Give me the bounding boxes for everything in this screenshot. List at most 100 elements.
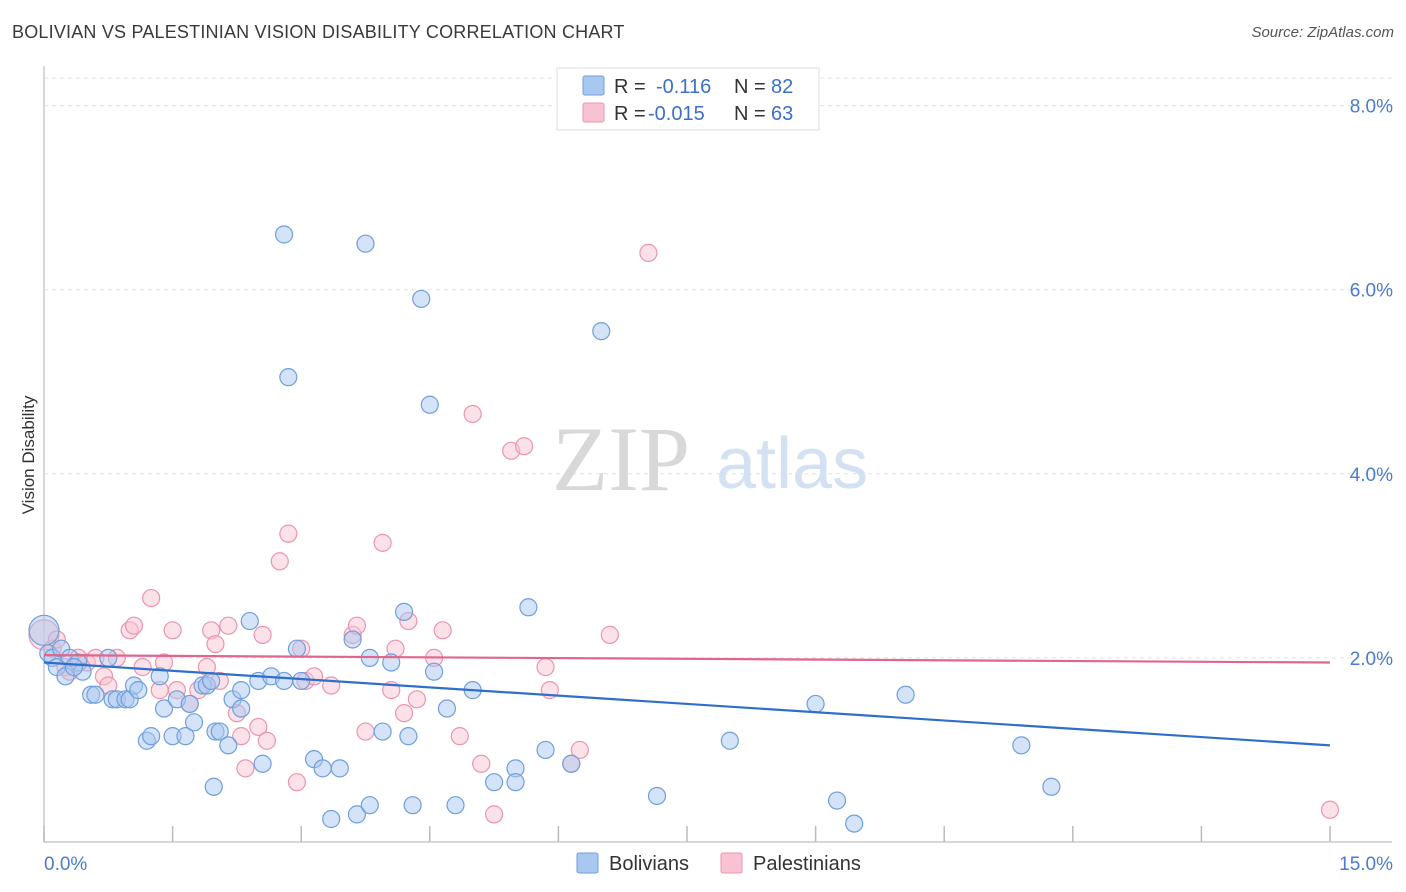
bolivians-point	[313, 759, 332, 778]
trend-lines	[43, 654, 1331, 747]
bolivians-point	[446, 796, 465, 815]
bolivians-point	[240, 611, 259, 631]
bolivians-point	[420, 395, 439, 414]
correlation-legend: R = -0.116 N = 82 R = -0.015 N = 63	[556, 67, 820, 131]
bolivians-point	[154, 699, 174, 718]
bolivians-point	[1012, 736, 1031, 755]
bolivians-point	[592, 322, 611, 341]
bolivians-trend-line	[43, 661, 1331, 747]
bolivians-point	[180, 694, 199, 714]
bolivians-point	[506, 773, 525, 792]
series-label-palestinians: Palestinians	[753, 853, 861, 875]
palestinians-point	[133, 658, 152, 677]
watermark-zip: ZIP	[552, 408, 690, 510]
axes: 2.0% 4.0% 6.0% 8.0% 0.0% 15.0%	[43, 66, 1393, 875]
palestinians-point	[450, 727, 469, 746]
bolivians-point	[279, 368, 298, 387]
bolivians-point	[210, 722, 229, 741]
watermark-atlas: atlas	[716, 424, 868, 504]
bolivians-point	[202, 671, 221, 691]
palestinians-point	[394, 704, 414, 723]
bolivians-point	[412, 289, 431, 309]
bolivians-point	[274, 671, 294, 691]
bolivians-point	[373, 722, 392, 741]
palestinians-point	[433, 621, 452, 640]
bolivians-point	[129, 681, 148, 700]
bolivians-point	[64, 658, 84, 677]
legend-n-value-palestinians: 63	[771, 103, 793, 125]
legend-n-label-bolivians: N =	[734, 76, 766, 98]
palestinians-point	[236, 759, 255, 778]
palestinians-point	[373, 533, 392, 552]
bolivians-point	[99, 648, 118, 668]
y-tick-label: 6.0%	[1350, 281, 1393, 302]
legend-row-bolivians: R = -0.116 N = 82	[582, 75, 793, 98]
legend-row-palestinians: R = -0.015 N = 63	[582, 102, 793, 125]
bolivians-point	[1042, 777, 1061, 796]
bolivians-point	[142, 727, 161, 746]
bolivians-point	[399, 727, 418, 746]
bolivians-point	[562, 754, 581, 773]
palestinians-point	[287, 773, 307, 792]
legend-r-value-palestinians: -0.015	[648, 103, 705, 125]
bolivians-point	[150, 667, 169, 686]
series-label-bolivians: Bolivians	[609, 853, 689, 875]
bolivians-point	[287, 639, 307, 658]
y-tick-label: 2.0%	[1350, 649, 1393, 670]
bolivians-point	[360, 796, 379, 815]
palestinians-point	[472, 754, 491, 773]
legend-swatch-bolivians	[582, 75, 605, 96]
palestinians-point	[515, 437, 534, 456]
y-tick-label: 8.0%	[1350, 97, 1393, 118]
bolivians-point	[485, 773, 504, 792]
x-tick-label-max: 15.0%	[1339, 854, 1393, 875]
legend-n-label-palestinians: N =	[734, 103, 766, 125]
bolivians-point	[204, 777, 223, 796]
palestinians-point	[463, 404, 482, 424]
bolivians-point	[176, 727, 195, 746]
bolivians-point	[343, 630, 362, 649]
legend-swatch-palestinians	[582, 102, 605, 123]
bolivians-point	[274, 225, 294, 244]
palestinians-point	[600, 625, 619, 644]
palestinians-point	[206, 634, 225, 654]
bolivians-point	[330, 759, 349, 778]
bolivians-point	[347, 805, 367, 824]
series-swatch-palestinians	[720, 852, 743, 874]
chart-source: Source: ZipAtlas.com	[1251, 24, 1394, 41]
bolivians-point	[28, 614, 60, 646]
series-legend: Bolivians Palestinians	[576, 852, 861, 875]
bolivians-point	[896, 685, 915, 704]
palestinians-trend-line	[43, 654, 1331, 664]
palestinians-point	[142, 588, 161, 608]
bolivians-point	[232, 681, 251, 700]
axis-labels: Vision Disability	[19, 395, 38, 514]
y-axis-title: Vision Disability	[19, 395, 38, 514]
gridlines	[44, 77, 1392, 659]
watermark: ZIP atlas	[552, 408, 868, 510]
palestinians-point	[279, 524, 298, 543]
legend-r-value-bolivians: -0.116	[656, 76, 711, 98]
bolivians-point	[382, 653, 401, 672]
palestinians-point	[407, 690, 427, 709]
bolivians-point	[232, 699, 251, 718]
palestinians-point	[639, 243, 658, 262]
bolivians-point	[519, 598, 538, 617]
bolivians-point	[356, 234, 375, 253]
bolivians-point	[424, 662, 444, 681]
y-tick-label: 4.0%	[1350, 465, 1393, 486]
palestinians-point	[253, 625, 272, 644]
palestinians-point	[1320, 800, 1340, 819]
palestinians-point	[257, 731, 277, 750]
bolivians-point	[322, 809, 341, 829]
palestinians-point	[219, 616, 238, 635]
bolivians-point	[219, 736, 238, 755]
bolivians-point	[253, 754, 272, 773]
palestinians-point	[124, 616, 144, 635]
palestinians-point	[536, 658, 555, 677]
bolivians-point	[647, 786, 667, 806]
bolivians-point	[720, 731, 739, 750]
legend-n-value-bolivians: 82	[771, 76, 793, 98]
palestinians-point	[270, 552, 289, 571]
bolivians-point	[292, 671, 311, 691]
